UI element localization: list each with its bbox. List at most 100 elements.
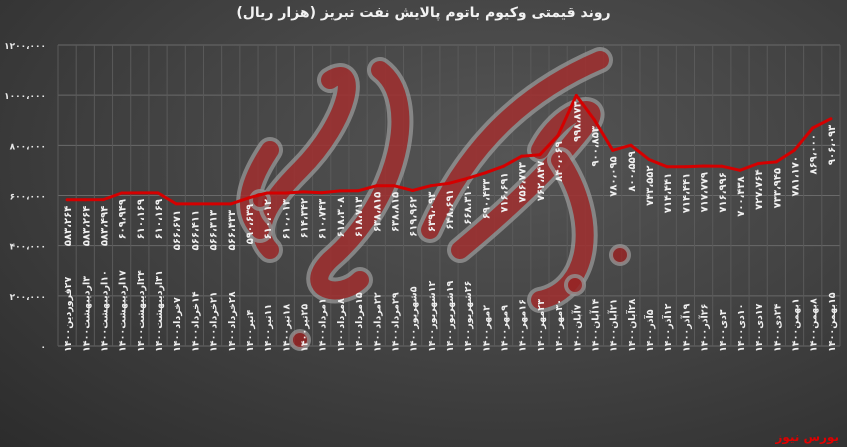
x-tick-label: ۸بهمن۱۴۰۰ [809,298,820,352]
x-tick-label: ۱۵بهمن۱۴۰۰ [827,292,838,352]
data-point [520,154,524,158]
data-label: ۷۰۰،۴۳۸ [736,176,747,216]
data-point [283,191,287,195]
data-label: ۶۱۸،۳۰۸ [336,197,347,237]
data-point [211,202,215,206]
x-tick-label: ۱۹آذر۱۴۰۰ [679,303,692,352]
data-point [483,171,487,175]
watermark-stroke [421,51,609,239]
x-tick-label: ۱۴آبان۱۴۰۰ [588,298,601,352]
x-tick-label: ۲۲مرداد۱۴۰۰ [372,292,383,352]
data-point [65,198,69,202]
data-label: ۶۴۸،۶۹۱ [445,189,456,229]
y-tick-label: ۲۰۰،۰۰۰ [10,293,46,303]
x-tick-label: ۲۷فروردین۱۴۰۰ [63,276,74,352]
data-point [793,148,797,152]
data-point [156,191,160,195]
y-tick-label: ۱۲۰۰،۰۰۰ [4,42,46,52]
x-tick-label: ۲۴دی۱۴۰۰ [772,303,783,352]
x-tick-label: ۲۹مرداد۱۴۰۰ [390,292,401,352]
x-tick-label: ۲۵تیر۱۴۰۰ [300,304,311,352]
data-point [465,176,469,180]
data-point [338,189,342,193]
x-tick-label: ۱۶مهر۱۴۰۰ [518,299,529,352]
data-point [538,153,542,157]
data-label: ۹۰۶،۰۹۳ [827,125,838,165]
data-point [702,164,706,168]
data-label: ۶۳۸،۸۱۵ [372,192,383,232]
data-point [574,93,578,97]
x-tick-label: ۹مهر۱۴۰۰ [500,305,511,352]
data-label: ۷۱۷،۷۷۹ [700,172,711,212]
data-label: ۷۱۴،۴۴۱ [663,173,674,213]
x-tick-label: ۷خرداد۱۴۰۰ [172,297,183,352]
x-tick-label: ۱۰دی۱۴۰۰ [736,304,747,352]
data-label: ۵۶۶،۳۱۳ [209,210,220,250]
data-point [447,181,451,185]
x-tick-label: ۳دی۱۴۰۰ [718,309,729,352]
data-label: ۷۱۶،۶۹۱ [500,172,511,212]
data-label: ۶۳۸،۸۱۵ [390,192,401,232]
x-tick-label: ۲۳مهر۱۴۰۰ [536,299,547,352]
data-label: ۵۸۳،۲۶۴ [63,206,74,246]
data-point [392,184,396,188]
watermark-dot [609,244,631,266]
data-label: ۷۶۲،۸۴۷ [536,161,547,201]
x-tick-label: ۱۴خرداد۱۴۰۰ [190,291,201,352]
x-tick-label: ۲۴اردیبهشت۱۴۰۰ [136,270,147,352]
data-label: ۶۱۰،۱۶۹ [154,199,165,239]
x-tick-label: ۲۶آذر۱۴۰۰ [698,304,711,352]
data-point [774,160,778,164]
x-tick-label: ۲۱خرداد۱۴۰۰ [209,291,220,352]
data-label: ۷۴۳،۵۵۲ [645,165,656,205]
x-tick-label: ۵شهریور۱۴۰۰ [409,286,420,352]
data-point [829,117,833,121]
data-label: ۶۳۹،۰۹۳ [427,192,438,232]
data-point [320,191,324,195]
watermark-stroke [310,61,410,300]
data-label: ۶۱۸،۷۱۳ [354,197,365,237]
data-label: ۶۶۸،۳۱۰ [463,184,474,224]
data-point [120,191,124,195]
x-tick-label: ۲۱آبان۱۴۰۰ [607,299,620,352]
data-label: ۶۹۰،۴۳۳ [481,179,492,219]
x-tick-label: ۱مرداد۱۴۰۰ [318,298,329,352]
x-tick-label: ۱۷اردیبهشت۱۴۰۰ [118,270,129,352]
x-tick-label: ۲مهر۱۴۰۰ [481,305,492,352]
data-label: ۸۶۹،۰۰۰ [809,134,820,174]
data-label: ۶۱۰،۱۶۹ [136,199,147,239]
data-label: ۷۱۴،۴۴۱ [681,173,692,213]
y-tick-label: ۴۰۰،۰۰۰ [10,243,46,253]
data-point [229,202,233,206]
data-point [738,168,742,172]
watermark-stroke [240,141,279,239]
x-tick-label: ۱۸تیر۱۴۰۰ [281,304,292,352]
data-label: ۶۰۹،۹۴۹ [118,199,129,239]
data-label: ۶۱۰،۰۱۳ [281,199,292,239]
x-tick-label: ۸مرداد۱۴۰۰ [336,298,347,352]
data-label: ۷۱۶،۹۹۶ [718,172,729,212]
data-label: ۵۹۰،۶۳۹ [245,204,256,244]
data-point [592,118,596,122]
watermark-stroke [531,151,594,309]
x-tick-label: ۱۲آذر۱۴۰۰ [661,303,674,352]
data-point [83,198,87,202]
data-point [811,126,815,130]
x-tick-label: ۳۱اردیبهشت۱۴۰۰ [154,270,165,352]
data-point [374,184,378,188]
data-label: ۶۱۴،۳۴۲ [300,198,311,238]
data-label: ۷۵۶،۷۷۳ [518,162,529,202]
watermark-dot [564,274,586,296]
y-tick-label: ۶۰۰،۰۰۰ [10,193,46,203]
y-tick-label: ۰ [41,343,47,353]
data-point [756,161,760,165]
watermark-dot [289,329,311,351]
data-point [647,157,651,161]
data-label: ۹۹۸،۸۷۳ [572,101,583,141]
x-tick-label: ۴تیر۱۴۰۰ [245,309,256,352]
data-label: ۸۴۰،۰۶۹ [554,141,565,181]
data-point [174,202,178,206]
data-point [265,191,269,195]
data-label: ۶۱۰،۰۱۲ [263,199,274,239]
